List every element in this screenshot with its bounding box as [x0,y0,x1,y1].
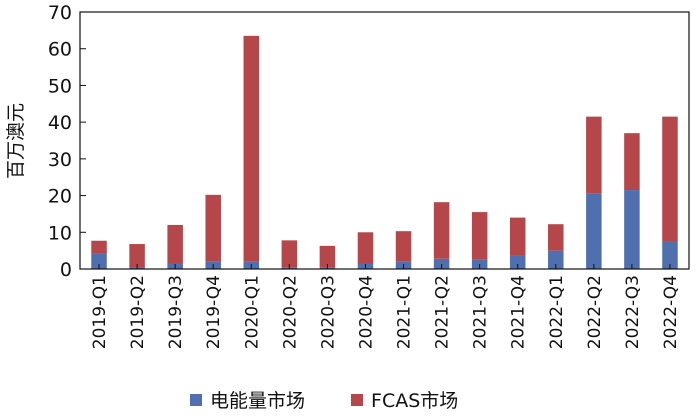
y-axis-label: 百万澳元 [5,103,27,179]
bar-energy-market [624,190,640,269]
x-tick-label: 2022-Q4 [661,275,681,349]
bar-fcas-market [433,202,450,259]
bar-energy-market [662,241,678,269]
bar-energy-market [509,255,526,269]
x-tick-label: 2019-Q2 [128,275,148,349]
x-tick-label: 2022-Q2 [585,275,605,349]
x-tick-label: 2021-Q1 [395,275,415,349]
x-tick-label: 2021-Q4 [509,275,529,349]
bar-energy-market [586,193,602,269]
bar-fcas-market [395,231,412,262]
bar-fcas-market [91,240,107,254]
bar-energy-market [433,258,450,269]
y-tick-label: 50 [48,75,72,97]
bar-fcas-market [586,116,602,194]
x-tick-label: 2022-Q3 [623,275,643,349]
bar-fcas-market [624,133,640,191]
y-tick-label: 30 [48,149,72,171]
x-axis: 2019-Q1 2019-Q2 2019-Q3 2019-Q4 2020-Q1 2020-… [90,264,681,349]
legend-swatch-fcas [351,393,364,406]
legend-item-energy: 电能量市场 [190,386,305,413]
x-tick-label: 2020-Q3 [318,275,338,349]
bar-fcas-market [243,35,260,262]
bar-fcas-market [662,116,678,242]
bar-energy-market [91,253,107,269]
bar-energy-market [548,250,564,269]
y-tick-label: 20 [48,186,72,208]
y-axis: 0 10 20 30 40 50 60 70 [48,2,86,281]
legend-label-energy: 电能量市场 [210,390,306,412]
y-tick-label: 70 [48,2,72,24]
bar-fcas-market [167,224,183,264]
legend-item-fcas: FCAS市场 [351,386,458,413]
legend: 电能量市场 FCAS市场 [190,386,458,413]
x-tick-label: 2019-Q1 [90,275,110,349]
bar-fcas-market [281,240,298,268]
bar-fcas-market [319,245,336,268]
x-tick-label: 2019-Q3 [166,275,186,349]
x-tick-label: 2021-Q3 [471,275,491,349]
bar-fcas-market [129,244,145,268]
x-tick-label: 2020-Q4 [356,275,376,349]
bar-fcas-market [205,194,221,262]
x-tick-label: 2021-Q2 [433,275,453,349]
bars-layer [91,35,678,269]
x-tick-label: 2020-Q1 [242,275,262,349]
x-tick-label: 2020-Q2 [280,275,300,349]
bar-fcas-market [509,217,526,256]
legend-swatch-energy [190,393,202,406]
y-tick-label: 10 [48,222,72,244]
plot-frame [79,11,690,270]
x-tick-label: 2022-Q1 [547,275,567,349]
x-tick-label: 2019-Q4 [204,275,224,349]
legend-label-fcas: FCAS市场 [371,390,459,412]
bar-fcas-market [357,232,374,264]
y-tick-label: 0 [60,259,72,281]
y-tick-label: 40 [48,112,72,134]
bar-fcas-market [548,224,564,251]
y-tick-label: 60 [48,39,72,61]
bar-fcas-market [471,212,488,260]
